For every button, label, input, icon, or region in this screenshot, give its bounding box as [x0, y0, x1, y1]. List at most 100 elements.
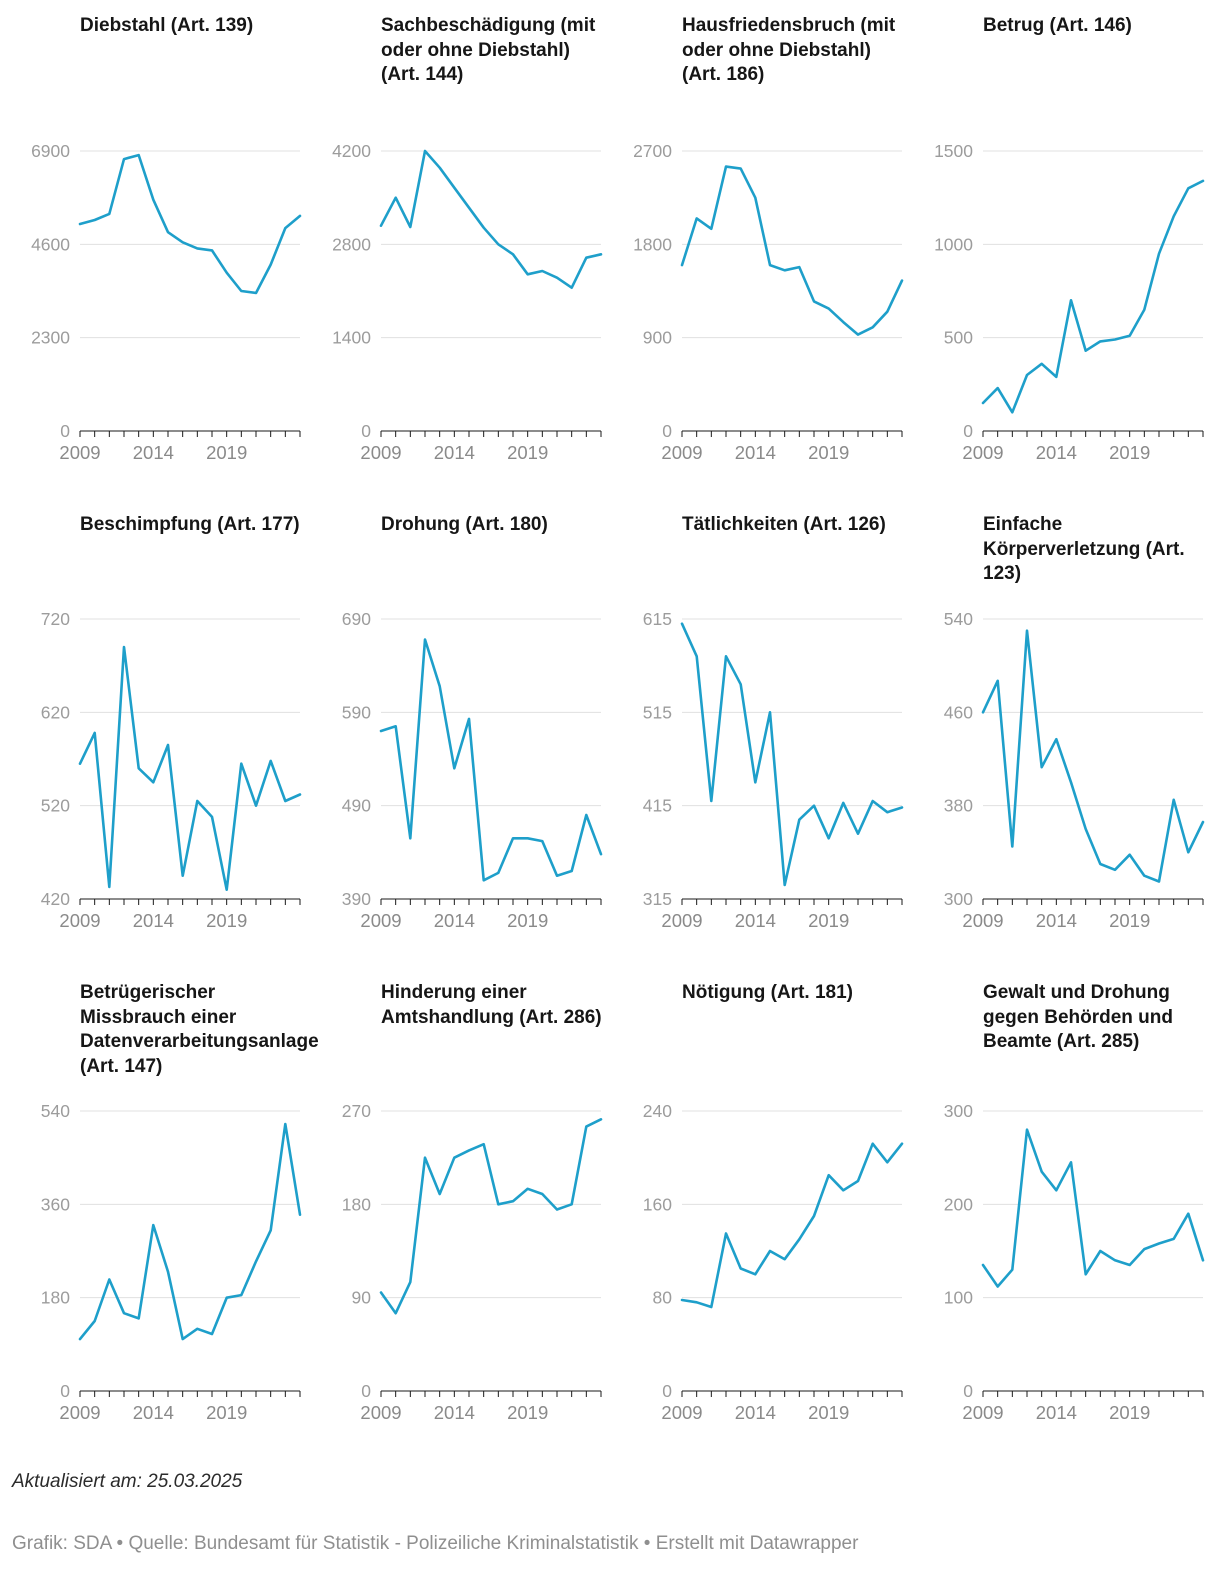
x-tick-label: 2009 — [360, 1402, 401, 1423]
data-line — [680, 165, 904, 336]
x-tick-label: 2019 — [808, 910, 849, 931]
x-tick-label: 2019 — [507, 442, 548, 463]
y-tick-label: 90 — [352, 1288, 372, 1308]
line-chart: 0 180 360 540 2009 2014 2019 — [41, 1101, 302, 1423]
y-tick-label: 540 — [944, 609, 973, 629]
y-tick-label: 1800 — [633, 234, 672, 254]
chart-cell-6: Drohung (Art. 180) 390 490 590 690 2009 2014 20… — [313, 513, 608, 937]
x-tick-label: 2009 — [962, 442, 1003, 463]
x-tick-label: 2014 — [434, 442, 475, 463]
x-tick-label: 2014 — [1036, 910, 1077, 931]
line-chart: 0 80 160 240 2009 2014 2019 — [643, 1101, 904, 1423]
chart-title: Hinderung einer Amtshandlung (Art. 286) — [381, 982, 602, 1028]
x-tick-label: 2019 — [808, 442, 849, 463]
chart-cell-12: Gewalt und Drohung gegen Behörden und Be… — [915, 981, 1210, 1429]
x-tick-label: 2019 — [507, 1402, 548, 1423]
chart-cell-10: Hinderung einer Amtshandlung (Art. 286) 0… — [313, 981, 608, 1429]
data-line — [680, 622, 904, 887]
charts-grid: Diebstahl (Art. 139) 0 2300 4600 6900 2009 201… — [12, 14, 1208, 1429]
y-tick-label: 0 — [361, 1381, 371, 1401]
chart-title: Sachbeschädigung (mit oder ohne Diebstah… — [381, 15, 596, 86]
x-tick-label: 2019 — [206, 1402, 247, 1423]
x-tick-label: 2009 — [661, 442, 702, 463]
x-tick-label: 2019 — [808, 1402, 849, 1423]
chart-cell-7: Tätlichkeiten (Art. 126) 315 415 515 615 2009… — [614, 513, 909, 937]
data-line — [78, 153, 302, 295]
y-tick-label: 180 — [342, 1194, 371, 1214]
x-tick-label: 2014 — [1036, 1402, 1077, 1423]
y-tick-label: 160 — [643, 1194, 672, 1214]
x-tick-label: 2019 — [206, 442, 247, 463]
line-chart: 0 900 1800 2700 2009 2014 2019 — [633, 141, 904, 463]
line-chart: 420 520 620 720 2009 2014 2019 — [41, 609, 302, 931]
data-line — [78, 645, 302, 892]
data-line — [78, 1122, 302, 1341]
chart-cell-11: Nötigung (Art. 181) 0 80 160 240 2009 2014 2019 — [614, 981, 909, 1429]
x-tick-label: 2019 — [206, 910, 247, 931]
x-tick-label: 2014 — [434, 910, 475, 931]
y-tick-label: 300 — [944, 889, 973, 909]
x-tick-label: 2009 — [360, 442, 401, 463]
chart-title: Einfache Körperverletzung (Art. 123) — [983, 514, 1185, 585]
x-tick-label: 2019 — [1109, 442, 1150, 463]
y-tick-label: 460 — [944, 702, 973, 722]
y-tick-label: 720 — [41, 609, 70, 629]
line-chart: 315 415 515 615 2009 2014 2019 — [643, 609, 904, 931]
x-tick-label: 2019 — [1109, 1402, 1150, 1423]
chart-title: Tätlichkeiten (Art. 126) — [682, 514, 886, 535]
y-tick-label: 390 — [342, 889, 371, 909]
y-tick-label: 2800 — [332, 234, 371, 254]
y-tick-label: 200 — [944, 1194, 973, 1214]
data-line — [379, 638, 603, 882]
y-tick-label: 690 — [342, 609, 371, 629]
line-chart: 300 380 460 540 2009 2014 2019 — [944, 609, 1205, 931]
chart-cell-1: Diebstahl (Art. 139) 0 2300 4600 6900 2009 201… — [12, 14, 307, 469]
x-tick-label: 2014 — [735, 442, 776, 463]
x-tick-label: 2014 — [133, 442, 174, 463]
y-tick-label: 420 — [41, 889, 70, 909]
chart-title: Beschimpfung (Art. 177) — [80, 514, 300, 535]
y-tick-label: 4600 — [31, 234, 70, 254]
x-tick-label: 2009 — [59, 1402, 100, 1423]
y-tick-label: 1400 — [332, 328, 371, 348]
x-tick-label: 2009 — [962, 1402, 1003, 1423]
chart-title: Betrug (Art. 146) — [983, 15, 1132, 36]
y-tick-label: 315 — [643, 889, 672, 909]
y-tick-label: 2700 — [633, 141, 672, 161]
x-tick-label: 2014 — [1036, 442, 1077, 463]
line-chart: 390 490 590 690 2009 2014 2019 — [342, 609, 603, 931]
y-tick-label: 360 — [41, 1194, 70, 1214]
y-tick-label: 540 — [41, 1101, 70, 1121]
data-line — [981, 179, 1205, 414]
y-tick-label: 300 — [944, 1101, 973, 1121]
chart-title: Hausfriedensbruch (mit oder ohne Diebsta… — [682, 15, 896, 86]
chart-cell-5: Beschimpfung (Art. 177) 420 520 620 720 2009 2… — [12, 513, 307, 937]
y-tick-label: 0 — [963, 1381, 973, 1401]
chart-cell-4: Betrug (Art. 146) 0 500 1000 1500 2009 2014 201… — [915, 14, 1210, 469]
updated-note: Aktualisiert am: 25.03.2025 — [12, 1471, 243, 1492]
chart-title: Gewalt und Drohung gegen Behörden und Be… — [983, 982, 1173, 1053]
line-chart: 0 1400 2800 4200 2009 2014 2019 — [332, 141, 603, 463]
y-tick-label: 380 — [944, 796, 973, 816]
line-chart: 0 90 180 270 2009 2014 2019 — [342, 1101, 603, 1423]
y-tick-label: 620 — [41, 702, 70, 722]
chart-title: Drohung (Art. 180) — [381, 514, 548, 535]
y-tick-label: 0 — [361, 421, 371, 441]
y-tick-label: 415 — [643, 796, 672, 816]
y-tick-label: 100 — [944, 1288, 973, 1308]
y-tick-label: 240 — [643, 1101, 672, 1121]
x-tick-label: 2014 — [133, 1402, 174, 1423]
x-tick-label: 2009 — [360, 910, 401, 931]
data-line — [680, 1142, 904, 1309]
y-tick-label: 0 — [60, 421, 70, 441]
x-tick-label: 2019 — [507, 910, 548, 931]
y-tick-label: 0 — [963, 421, 973, 441]
chart-title: Nötigung (Art. 181) — [682, 982, 853, 1003]
line-chart: 0 500 1000 1500 2009 2014 2019 — [934, 141, 1205, 463]
data-line — [981, 629, 1205, 883]
x-tick-label: 2009 — [59, 910, 100, 931]
x-tick-label: 2019 — [1109, 910, 1150, 931]
x-tick-label: 2009 — [962, 910, 1003, 931]
chart-cell-9: Betrügerischer Missbrauch einer Datenver… — [12, 981, 319, 1429]
